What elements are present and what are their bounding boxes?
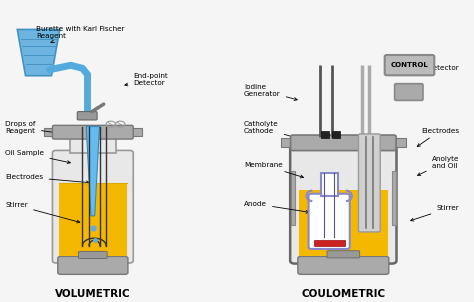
Text: VOLUMETRIC: VOLUMETRIC — [55, 289, 131, 299]
FancyBboxPatch shape — [77, 112, 97, 120]
Text: Catholyte
Cathode: Catholyte Cathode — [244, 121, 299, 139]
Bar — [392, 171, 396, 225]
Bar — [131, 128, 142, 137]
Text: Iodine
Generator: Iodine Generator — [244, 84, 297, 101]
FancyBboxPatch shape — [327, 251, 360, 258]
Bar — [70, 137, 116, 153]
Bar — [281, 138, 293, 147]
FancyBboxPatch shape — [291, 135, 396, 151]
Bar — [44, 128, 55, 137]
FancyBboxPatch shape — [79, 251, 107, 259]
Polygon shape — [86, 127, 100, 216]
FancyBboxPatch shape — [53, 125, 133, 139]
Bar — [394, 138, 406, 147]
FancyBboxPatch shape — [290, 145, 397, 264]
Text: Electrodes: Electrodes — [5, 174, 89, 184]
Polygon shape — [17, 29, 60, 76]
Text: Membrane: Membrane — [244, 162, 303, 178]
Text: COULOMETRIC: COULOMETRIC — [301, 289, 385, 299]
FancyBboxPatch shape — [395, 84, 423, 100]
Text: Stirrer: Stirrer — [410, 205, 459, 221]
FancyBboxPatch shape — [358, 134, 380, 232]
Text: End-point
Detector: End-point Detector — [125, 73, 168, 86]
FancyBboxPatch shape — [309, 194, 350, 249]
FancyBboxPatch shape — [385, 55, 434, 75]
Bar — [331, 130, 340, 138]
Text: Stirrer: Stirrer — [5, 202, 80, 223]
Bar — [320, 130, 329, 138]
Text: Electrodes: Electrodes — [417, 128, 459, 146]
Bar — [314, 240, 345, 246]
Text: Drops of
Reagent: Drops of Reagent — [5, 121, 80, 137]
Text: Anode: Anode — [244, 201, 309, 213]
FancyBboxPatch shape — [53, 150, 133, 263]
Text: Detector: Detector — [420, 65, 459, 74]
Bar — [59, 183, 127, 256]
Text: Burette with Karl Fischer
Reagent: Burette with Karl Fischer Reagent — [36, 26, 125, 43]
FancyBboxPatch shape — [58, 256, 128, 274]
Bar — [291, 171, 295, 225]
FancyBboxPatch shape — [298, 256, 389, 274]
Bar — [299, 190, 388, 256]
Bar — [320, 173, 337, 195]
Text: CONTROL: CONTROL — [391, 62, 428, 68]
Text: Oil Sample: Oil Sample — [5, 150, 70, 164]
Text: Anolyte
and Oil: Anolyte and Oil — [418, 156, 459, 175]
